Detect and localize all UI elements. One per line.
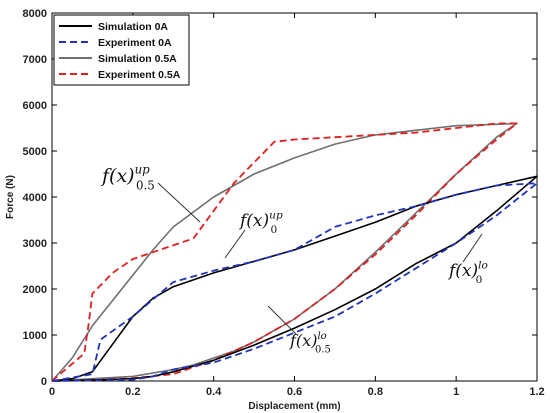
annotation-label: f(x)up 0: [238, 209, 283, 235]
legend-entry-label: Experiment 0A: [98, 37, 172, 49]
annotation-leader-line: [462, 233, 483, 263]
y-tick-label: 8000: [23, 8, 47, 20]
y-tick-label: 5000: [23, 146, 47, 158]
x-axis-label: Displacement (mm): [248, 401, 340, 412]
legend-entry-label: Experiment 0.5A: [98, 69, 181, 81]
x-tick-label: 1.2: [529, 386, 544, 398]
series-line-experiment-0a: [51, 182, 538, 382]
y-tick-label: 1000: [23, 330, 47, 342]
x-tick-label: 0.4: [206, 386, 222, 398]
y-axis-label: Force (N): [5, 175, 16, 219]
annotation-leader-line: [157, 182, 201, 223]
annotation-leader-line: [267, 305, 297, 335]
annotation-label: f(x)lo 0: [447, 259, 488, 285]
annotation-label: f(x)up 0.5: [100, 162, 155, 192]
legend-entry-label: Simulation 0A: [98, 21, 168, 33]
y-tick-label: 3000: [23, 238, 47, 250]
legend-entry-label: Simulation 0.5A: [98, 53, 177, 65]
annotation-leader-line: [224, 229, 246, 259]
annotation-layer: f(x)up 0.5 f(x)up 0 f(x)lo 0 f(x)lo 0.5: [100, 162, 488, 355]
y-axis-ticks: 0 1000 2000 3000 4000 5000 6000 7000 8000: [23, 8, 537, 388]
y-tick-label: 6000: [23, 100, 47, 112]
annotation-label: f(x)lo 0.5: [289, 331, 331, 356]
x-tick-label: 0.2: [125, 386, 140, 398]
y-tick-label: 2000: [23, 284, 47, 296]
x-tick-label: 0.8: [368, 386, 383, 398]
legend: Simulation 0A Experiment 0A Simulation 0.5…: [53, 14, 190, 86]
x-tick-label: 0.6: [287, 386, 302, 398]
y-tick-label: 7000: [23, 54, 47, 66]
series-layer: [51, 122, 538, 382]
y-tick-label: 0: [41, 376, 47, 388]
x-tick-label: 0: [49, 386, 55, 398]
x-tick-label: 1: [453, 386, 459, 398]
y-tick-label: 4000: [23, 192, 47, 204]
series-line-simulation-0-5a: [51, 122, 518, 382]
